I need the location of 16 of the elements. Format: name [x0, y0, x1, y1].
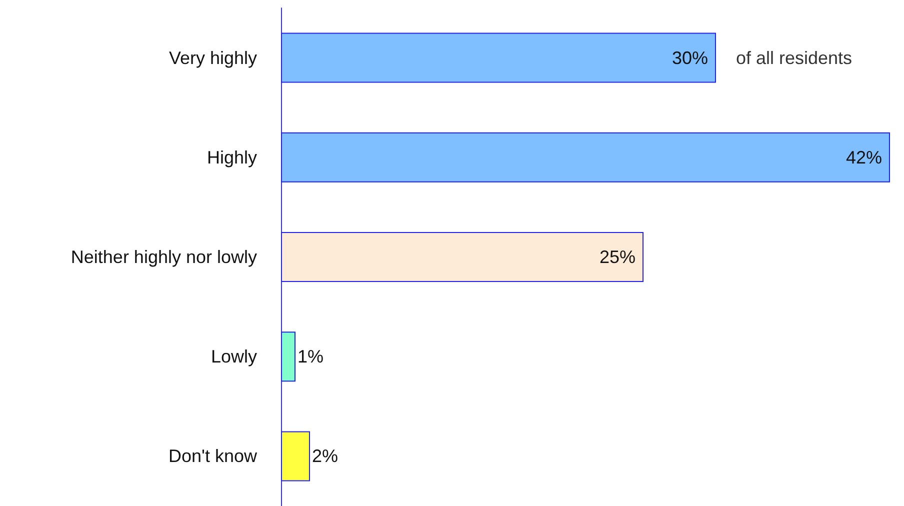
- bar: [281, 232, 644, 282]
- y-tick-label: Neither highly nor lowly: [70, 247, 257, 267]
- data-label: 25%: [599, 247, 636, 267]
- bar: [281, 332, 296, 382]
- bar: [281, 431, 310, 482]
- y-tick-label: Lowly: [210, 346, 257, 367]
- annotation: of all residents: [736, 48, 852, 68]
- data-label: 2%: [312, 446, 338, 466]
- data-label: 42%: [846, 147, 882, 168]
- data-label: 30%: [672, 48, 708, 68]
- bar: [281, 32, 716, 83]
- y-tick-label: Don't know: [168, 446, 258, 466]
- y-tick-label: Very highly: [168, 48, 257, 68]
- y-tick-label: Highly: [206, 147, 257, 168]
- bar: [281, 132, 890, 182]
- data-label: 1%: [298, 346, 324, 367]
